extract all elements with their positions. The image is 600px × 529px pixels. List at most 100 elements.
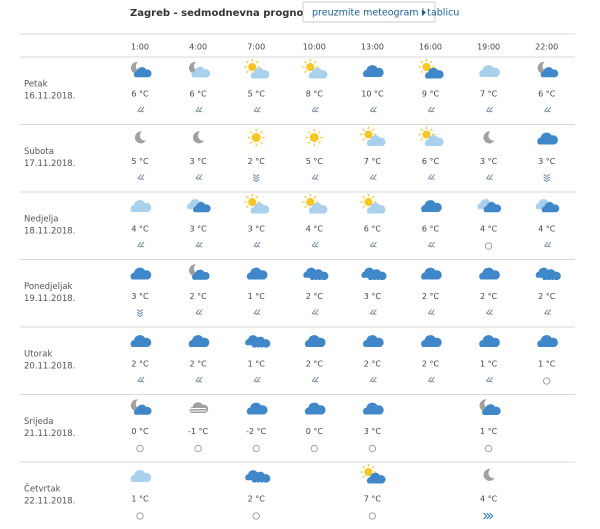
rain-drop xyxy=(425,346,428,351)
wind-chevron xyxy=(195,174,200,180)
sun-ray xyxy=(255,195,259,199)
wind-chevron xyxy=(543,309,549,315)
weather-icon xyxy=(247,129,265,146)
rain-drop xyxy=(320,279,323,283)
sun xyxy=(251,133,261,142)
cloud xyxy=(304,402,326,415)
button-label[interactable]: preuzmite meteogram i tablicu xyxy=(312,8,459,19)
moon xyxy=(130,61,142,74)
wind-chevron xyxy=(486,512,491,520)
download-button[interactable]: preuzmite meteogram i tablicu xyxy=(302,1,459,23)
wind-icon xyxy=(369,174,377,180)
wind-chevron xyxy=(488,174,493,180)
cloud xyxy=(250,202,270,214)
temperature: 3 °C xyxy=(189,225,207,234)
wind-chevron xyxy=(372,106,377,113)
cloud xyxy=(362,402,384,415)
rain-drop xyxy=(492,415,495,419)
time-header: 22:00 xyxy=(535,43,558,52)
temperature: 2 °C xyxy=(189,292,207,301)
moon xyxy=(192,131,205,144)
day-name: Subota xyxy=(24,147,54,157)
cloud xyxy=(366,135,386,146)
wind-icon xyxy=(136,512,144,520)
rain-drop xyxy=(262,481,265,486)
sun-ray xyxy=(318,141,321,144)
weather-icon xyxy=(361,267,387,283)
weather-icon xyxy=(421,200,442,212)
weather-icon xyxy=(535,267,561,283)
weather-icon xyxy=(360,194,386,214)
sun-ray xyxy=(249,141,253,144)
temperature: 2 °C xyxy=(480,292,498,301)
temperature: 5 °C xyxy=(306,157,324,166)
weather-icon xyxy=(305,129,323,146)
wind-chevron xyxy=(252,179,260,183)
sun-ray xyxy=(249,131,253,134)
time-header: 13:00 xyxy=(361,43,384,52)
temperature: 3 °C xyxy=(364,427,382,436)
weather-icon xyxy=(360,126,386,146)
sun-ray xyxy=(304,205,307,209)
temperature: 2 °C xyxy=(189,360,207,369)
cloud xyxy=(193,202,211,213)
sun-ray xyxy=(371,465,375,469)
temperature: 5 °C xyxy=(131,157,149,166)
sun xyxy=(422,63,431,71)
rain-drop xyxy=(432,279,435,283)
day-name: Ponedjeljak xyxy=(24,282,73,292)
wind-chevron xyxy=(256,241,261,248)
sun xyxy=(364,130,373,139)
weather-icon xyxy=(537,335,558,351)
wind-chevron xyxy=(546,241,552,248)
weather-icon xyxy=(421,267,442,283)
sun-ray xyxy=(429,60,433,64)
sun-ray xyxy=(260,141,263,144)
temperature: 4 °C xyxy=(480,225,498,234)
wind-chevron xyxy=(546,106,552,113)
temperature: 1 °C xyxy=(248,360,266,369)
cloud xyxy=(541,202,560,213)
temperature: 1 °C xyxy=(480,360,498,369)
wind-chevron xyxy=(198,241,203,248)
rain-drop xyxy=(378,279,381,283)
weather-icon xyxy=(362,402,384,415)
cloud xyxy=(425,135,444,146)
wind-chevron xyxy=(253,106,258,113)
wind-chevron xyxy=(253,241,258,248)
cloud xyxy=(540,67,559,78)
button-frame[interactable] xyxy=(302,1,436,23)
weather-icon xyxy=(537,61,559,78)
day-name: Nedjelja xyxy=(24,215,59,225)
temperature: -1 °C xyxy=(188,427,209,436)
temperature: 2 °C xyxy=(364,360,382,369)
cloud xyxy=(366,472,386,484)
wind-chevron xyxy=(369,309,374,315)
wind-chevron xyxy=(430,309,435,315)
rain-drop xyxy=(428,346,432,351)
wind-chevron xyxy=(369,376,374,383)
rain-drop xyxy=(552,279,555,283)
rain-drop xyxy=(316,346,319,351)
day-date: 17.11.2018. xyxy=(24,159,75,169)
button-arrow[interactable] xyxy=(422,9,426,16)
rain-drop xyxy=(367,346,370,351)
temperature: 2 °C xyxy=(248,495,266,504)
wind-icon xyxy=(485,174,493,180)
wind-chevron xyxy=(488,309,493,315)
wind-icon xyxy=(484,444,493,453)
sun xyxy=(364,198,373,206)
wind-icon xyxy=(194,444,202,453)
rain-drop xyxy=(488,415,492,419)
wind-chevron xyxy=(136,311,144,315)
cloud xyxy=(246,267,268,280)
weather-icon xyxy=(303,267,329,283)
wind-chevron xyxy=(372,241,377,248)
wind-chevron xyxy=(198,174,203,180)
wind-icon xyxy=(543,377,551,385)
wind-chevron xyxy=(256,376,261,383)
rain-drop xyxy=(486,346,490,351)
wind-icon xyxy=(311,309,319,315)
weather-icon xyxy=(130,399,152,415)
sun-ray xyxy=(307,141,311,144)
